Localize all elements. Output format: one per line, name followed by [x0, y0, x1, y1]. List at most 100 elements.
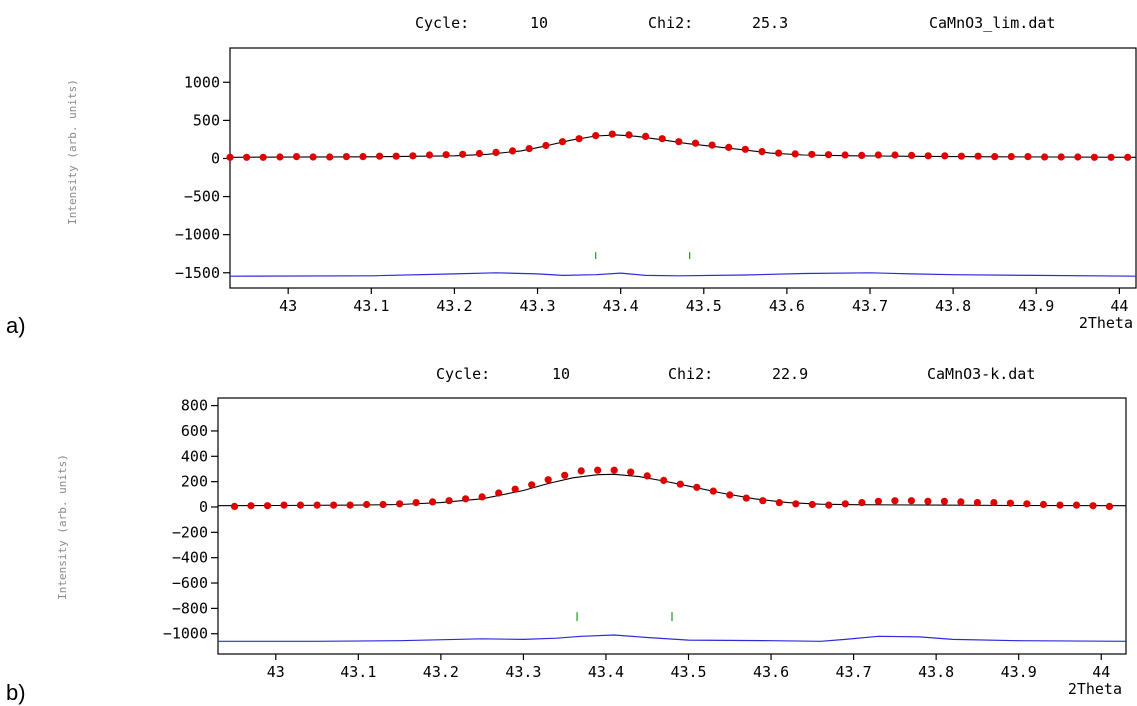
panel-a-y-tick-label: −1000 — [175, 226, 220, 244]
panel-b-calculated-line — [217, 473, 1127, 507]
panel-b-ylabel: Intensity (arb. units) — [56, 454, 69, 600]
panel-b-observed-point — [511, 485, 519, 493]
panel-a-y-tick-label: 500 — [193, 111, 220, 129]
panel-a-x-ticks: 43 43.1 43.2 43.3 43.4 43.5 43.6 43.7 43.8 43.9 44 — [279, 288, 1128, 315]
panel-a-observed-point — [891, 151, 899, 159]
panel-b-observed-point — [330, 501, 338, 509]
panel-a-label: a) — [6, 313, 26, 338]
panel-a-observed-point — [508, 147, 517, 155]
panel-b-x-tick-label: 43.3 — [505, 663, 541, 681]
panel-b-observed-point — [247, 502, 255, 510]
panel-a-bragg-markers — [595, 252, 691, 260]
panel-b-observed-point — [1072, 501, 1081, 509]
panel-b-cycle-value: 10 — [552, 365, 570, 383]
panel-a-x-tick-label: 43.4 — [603, 297, 639, 315]
panel-a-observed-point — [658, 135, 666, 143]
panel-b-observed-point — [610, 466, 618, 474]
panel-b-observed-point — [874, 497, 883, 505]
panel-a-file: CaMnO3_lim.dat — [929, 14, 1055, 32]
panel-b-x-tick-label: 43.8 — [918, 663, 954, 681]
panel-b-y-tick-label: −400 — [172, 549, 208, 567]
panel-b-y-tick-label: −200 — [172, 523, 208, 541]
panel-a-x-tick-label: 43.6 — [769, 297, 805, 315]
panel-a-observed-point — [941, 152, 949, 160]
panel-b-observed-point — [742, 494, 750, 502]
panel-b-observed-point — [759, 497, 767, 505]
panel-a-observed-point — [708, 141, 716, 149]
panel-a-observed-point — [691, 139, 700, 147]
panel-b-difference-line — [218, 634, 1127, 642]
panel-b-x-ticks: 43 43.1 43.2 43.3 43.4 43.5 43.6 43.7 43.8 43.9 44 — [267, 654, 1110, 681]
panel-b-observed-point — [363, 500, 371, 509]
panel-a-observed-point — [326, 153, 334, 161]
panel-b-calculated-curve — [217, 473, 1127, 507]
panel-b-observed-point — [263, 502, 272, 510]
panel-b-observed-point — [1056, 501, 1064, 509]
panel-a-cycle-value: 10 — [530, 14, 548, 32]
panel-b-observed-point — [907, 497, 916, 505]
panel-b-observed-point — [1006, 499, 1015, 507]
panel-a-observed-point — [1041, 153, 1049, 161]
panel-a-observed-point — [741, 145, 749, 153]
panel-b-observed-point — [396, 500, 404, 508]
panel-b-observed-point — [462, 495, 470, 503]
panel-a-observed-point — [608, 130, 616, 138]
panel-b-observed-point — [693, 483, 701, 491]
panel-b-x-tick-label: 44 — [1092, 663, 1110, 681]
panel-a-observed-point — [376, 152, 384, 160]
panel-b-y-tick-label: 200 — [181, 473, 208, 491]
panel-a-observed-point — [775, 149, 783, 157]
panel-b-observed-point — [1039, 500, 1048, 509]
panel-a-x-tick-label: 43.8 — [935, 297, 971, 315]
panel-b-observed-point — [594, 466, 602, 474]
panel-a-observed-point — [974, 152, 982, 160]
panel-b-y-tick-label: 600 — [181, 422, 208, 440]
panel-a-cycle-label: Cycle: — [415, 14, 469, 32]
panel-a-observed-point — [292, 153, 301, 161]
panel-b-y-tick-label: −600 — [172, 574, 208, 592]
panel-b-observed-point — [726, 491, 734, 499]
panel-b-observed-point — [858, 499, 866, 507]
panel-b-observed-point — [924, 497, 932, 505]
panel-b-observed-point — [544, 476, 552, 484]
panel-a-observed-point — [492, 148, 500, 156]
panel-a-observed-point — [226, 153, 234, 161]
panel-b-observed-point — [495, 489, 503, 497]
panel-a-plot-frame — [229, 47, 1137, 289]
panel-b-observed-point — [643, 472, 651, 480]
panel-a-observed-point — [991, 153, 999, 161]
panel-b-observed-point — [429, 498, 437, 506]
panel-b-plot-frame — [217, 397, 1127, 655]
panel-b-observed-point — [445, 497, 453, 505]
panel-a-observed-point — [359, 153, 367, 161]
panel-b-observed-point — [412, 499, 420, 507]
panel-b-observed-point — [627, 468, 635, 476]
panel-a-x-tick-label: 43.9 — [1018, 297, 1054, 315]
panel-a-observed-point — [758, 148, 766, 156]
panel-b-y-tick-label: 400 — [181, 447, 208, 465]
panel-b-observed-point — [528, 481, 536, 489]
panel-a-observed-point — [475, 149, 483, 158]
panel-a-difference-curve — [229, 272, 1137, 277]
panel-a-observed-point — [592, 132, 600, 140]
panel-a-y-tick-label: −1500 — [175, 264, 220, 282]
panel-b-y-tick-label: −1000 — [163, 625, 208, 643]
panel-a-y-ticks: 1000 500 0 −500 −1000 −1500 — [175, 73, 230, 282]
panel-b-observed-point — [313, 501, 321, 509]
panel-a-observed-point — [858, 151, 866, 159]
panel-a-observed-point — [642, 132, 650, 140]
panel-a-observed-point — [841, 151, 849, 159]
panel-b: Cycle: 10 Chi2: 22.9 CaMnO3-k.dat Intens… — [6, 365, 1127, 705]
panel-b-x-tick-label: 43.7 — [836, 663, 872, 681]
panel-a-y-tick-label: −500 — [184, 188, 220, 206]
panel-a-observed-point — [392, 152, 400, 160]
panel-a-observed-point — [675, 138, 683, 146]
panel-b-observed-point — [660, 476, 668, 484]
panel-b-observed-point — [280, 501, 288, 509]
panel-a-observed-point — [442, 151, 450, 159]
panel-b-observed-point — [379, 500, 387, 509]
panel-a-observed-point — [725, 143, 733, 151]
panel-a-x-tick-label: 43.5 — [686, 297, 722, 315]
panel-b-x-tick-label: 43.1 — [340, 663, 376, 681]
panel-a-observed-point — [908, 151, 916, 159]
